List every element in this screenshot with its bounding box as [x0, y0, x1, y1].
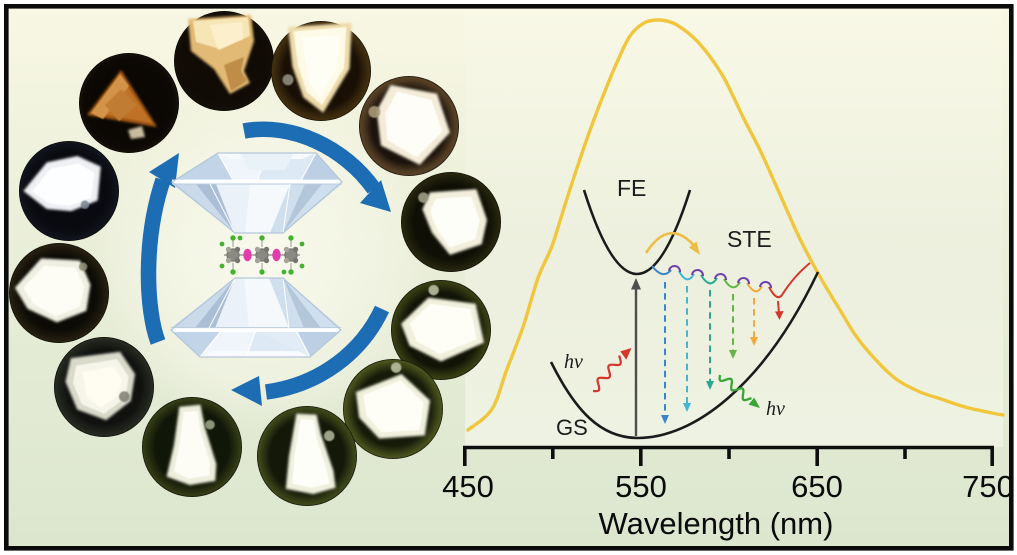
svg-text:650: 650 [791, 469, 843, 504]
svg-text:750: 750 [962, 469, 1014, 504]
svg-text:GS: GS [556, 415, 588, 440]
svg-text:550: 550 [615, 469, 667, 504]
svg-text:FE: FE [617, 175, 646, 201]
svg-text:hν: hν [564, 351, 583, 373]
svg-text:STE: STE [727, 226, 772, 252]
svg-text:Wavelength (nm): Wavelength (nm) [599, 506, 834, 541]
svg-text:450: 450 [442, 469, 494, 504]
svg-text:hν: hν [766, 398, 785, 420]
